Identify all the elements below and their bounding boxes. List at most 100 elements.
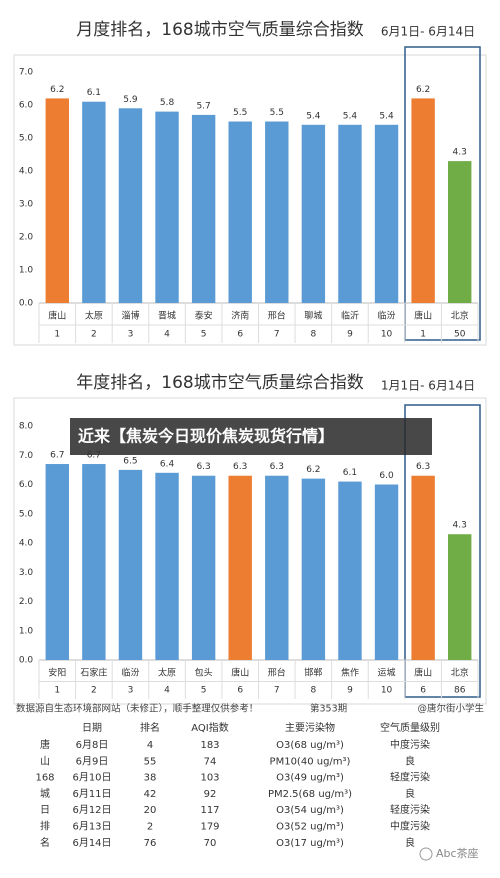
- table-cell: 6月9日: [76, 755, 109, 767]
- data-label: 6.3: [270, 462, 284, 472]
- bar: [411, 98, 435, 304]
- watermark-icon: [419, 847, 433, 861]
- bar: [82, 101, 106, 303]
- rank-label: 4: [164, 330, 170, 340]
- table-cell: 38: [144, 773, 157, 784]
- data-label: 6.3: [416, 462, 430, 472]
- data-label: 5.4: [379, 111, 394, 121]
- data-label: 6.3: [196, 462, 210, 472]
- y-tick-label: 4.0: [19, 167, 34, 177]
- bar: [301, 124, 326, 303]
- y-tick-label: 8.0: [19, 422, 34, 432]
- data-label: 4.3: [453, 521, 467, 531]
- table-cell: 日: [40, 805, 50, 816]
- watermark: Abc茶座: [436, 846, 479, 860]
- rank-label: 8: [311, 686, 317, 696]
- x-tick-label: 临汾: [121, 667, 139, 679]
- y-tick-label: 0.0: [19, 656, 34, 666]
- y-tick-label: 6.0: [19, 101, 34, 111]
- table-cell: 中度污染: [390, 820, 430, 833]
- y-tick-label: 7.0: [19, 451, 34, 461]
- table-cell: 2: [147, 822, 153, 833]
- bar: [411, 475, 435, 660]
- data-label: 5.7: [196, 101, 210, 111]
- table-cell: PM10(40 ug/m³): [270, 756, 351, 767]
- rank-label: 10: [381, 330, 393, 340]
- bar: [191, 114, 216, 304]
- table-cell: 6月10日: [72, 772, 111, 784]
- rank-label: 50: [454, 330, 466, 340]
- table-cell: 轻度污染: [390, 771, 430, 784]
- data-label: 6.1: [87, 88, 101, 98]
- banner-text: 近来【焦炭今日现价焦炭现货行情】: [78, 427, 334, 446]
- y-tick-label: 2.0: [19, 597, 34, 607]
- y-tick-label: 2.0: [19, 233, 34, 243]
- x-tick-label: 唐山: [48, 310, 66, 322]
- data-label: 6.5: [123, 456, 137, 466]
- bar: [338, 481, 362, 660]
- table-cell: 6月14日: [72, 837, 111, 849]
- bar: [228, 475, 252, 660]
- y-tick-label: 4.0: [19, 539, 34, 549]
- table-cell: 183: [200, 740, 219, 751]
- x-tick-label: 北京: [451, 667, 469, 679]
- table-cell: 6月11日: [72, 788, 111, 800]
- table-header: 主要污染物: [285, 721, 335, 734]
- rank-label: 1: [420, 330, 426, 340]
- chart-title: 月度排名，168城市空气质量综合指数: [76, 20, 363, 40]
- chart-subtitle: 6月1日- 6月14日: [381, 25, 475, 39]
- table-cell: 唐: [40, 738, 50, 751]
- table-cell: O3(52 ug/m³): [276, 822, 344, 833]
- table-cell: 117: [200, 805, 219, 816]
- x-tick-label: 安阳: [48, 667, 66, 679]
- rank-label: 1: [54, 686, 60, 696]
- source-note: 数据源自生态环境部网站（未修正），顺手整理仅供参考！: [16, 703, 258, 715]
- bar: [45, 98, 69, 304]
- bar: [118, 469, 143, 660]
- table-cell: 良: [405, 754, 415, 767]
- x-tick-label: 唐山: [414, 310, 432, 322]
- data-label: 6.1: [343, 468, 357, 478]
- x-tick-label: 淄博: [121, 310, 139, 322]
- rank-label: 9: [347, 686, 353, 696]
- rank-label: 86: [454, 686, 466, 696]
- y-tick-label: 1.0: [19, 266, 34, 276]
- y-tick-label: 3.0: [19, 200, 34, 210]
- rank-label: 4: [164, 686, 170, 696]
- chart-subtitle: 1月1日- 6月14日: [381, 379, 475, 393]
- banner: [70, 418, 432, 455]
- rank-label: 9: [347, 330, 353, 340]
- bar: [118, 108, 143, 303]
- table-header: 排名: [140, 721, 160, 734]
- table-cell: O3(49 ug/m³): [276, 773, 344, 784]
- table-cell: 名: [40, 836, 50, 849]
- bar: [45, 464, 69, 660]
- table-header: 空气质量级别: [380, 721, 440, 734]
- rank-label: 6: [237, 686, 243, 696]
- data-label: 6.4: [160, 459, 175, 469]
- rank-label: 2: [91, 330, 97, 340]
- bar: [82, 464, 106, 660]
- x-tick-label: 焦作: [341, 667, 359, 679]
- table-cell: 城: [40, 788, 50, 800]
- data-label: 5.8: [160, 98, 175, 108]
- table-cell: 20: [144, 805, 157, 816]
- data-label: 6.0: [379, 471, 394, 481]
- table-cell: 6月13日: [72, 821, 111, 833]
- table-cell: 70: [204, 838, 217, 849]
- bar: [155, 472, 179, 660]
- x-tick-label: 太原: [85, 310, 103, 322]
- table-cell: 6月12日: [72, 804, 111, 816]
- chart-panel: [13, 397, 487, 705]
- x-tick-label: 临沂: [341, 310, 359, 322]
- chart-title: 年度排名，168城市空气质量综合指数: [76, 373, 363, 393]
- table-cell: 55: [144, 756, 157, 767]
- bar: [228, 121, 252, 303]
- table-cell: 103: [200, 773, 219, 784]
- data-label: 6.7: [87, 451, 101, 461]
- data-label: 5.5: [233, 108, 247, 118]
- bar: [265, 475, 289, 660]
- x-tick-label: 包头: [195, 667, 213, 679]
- x-tick-label: 聊城: [304, 310, 322, 322]
